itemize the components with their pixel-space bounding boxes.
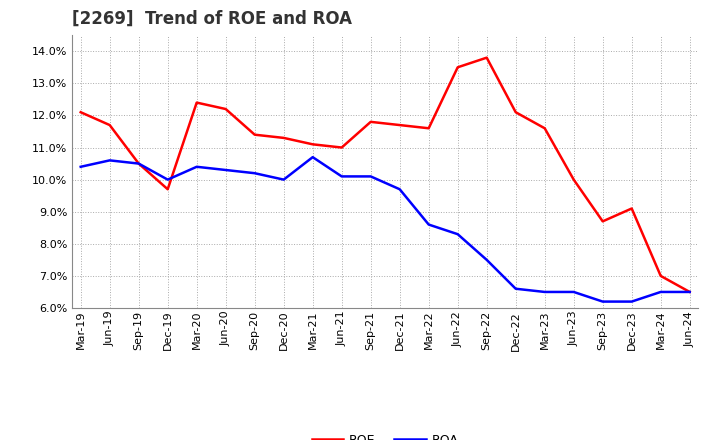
ROE bbox=[454, 65, 462, 70]
ROE bbox=[685, 290, 694, 295]
ROA bbox=[366, 174, 375, 179]
ROA bbox=[685, 290, 694, 295]
ROE bbox=[541, 126, 549, 131]
ROE bbox=[424, 126, 433, 131]
ROE bbox=[511, 110, 520, 115]
Legend: ROE, ROA: ROE, ROA bbox=[307, 429, 464, 440]
ROA bbox=[105, 158, 114, 163]
ROE bbox=[163, 187, 172, 192]
ROE bbox=[338, 145, 346, 150]
ROE bbox=[482, 55, 491, 60]
ROA bbox=[279, 177, 288, 182]
ROA bbox=[482, 257, 491, 263]
ROE bbox=[366, 119, 375, 125]
ROE bbox=[279, 135, 288, 140]
ROE bbox=[105, 122, 114, 128]
ROA bbox=[598, 299, 607, 304]
Line: ROE: ROE bbox=[81, 58, 690, 292]
ROA bbox=[541, 290, 549, 295]
ROE bbox=[598, 219, 607, 224]
ROA bbox=[395, 187, 404, 192]
ROE bbox=[308, 142, 317, 147]
ROA bbox=[454, 231, 462, 237]
ROE bbox=[76, 110, 85, 115]
ROE bbox=[627, 206, 636, 211]
ROE bbox=[192, 100, 201, 105]
ROE bbox=[395, 122, 404, 128]
ROA bbox=[657, 290, 665, 295]
Line: ROA: ROA bbox=[81, 157, 690, 301]
ROA bbox=[338, 174, 346, 179]
ROE bbox=[657, 273, 665, 279]
ROE bbox=[570, 177, 578, 182]
ROE bbox=[221, 106, 230, 112]
ROA bbox=[308, 154, 317, 160]
ROA bbox=[163, 177, 172, 182]
ROA bbox=[192, 164, 201, 169]
ROE bbox=[251, 132, 259, 137]
ROA bbox=[627, 299, 636, 304]
ROA bbox=[424, 222, 433, 227]
ROA bbox=[251, 171, 259, 176]
ROA bbox=[511, 286, 520, 291]
ROA bbox=[570, 290, 578, 295]
ROA bbox=[76, 164, 85, 169]
ROA bbox=[221, 167, 230, 172]
Text: [2269]  Trend of ROE and ROA: [2269] Trend of ROE and ROA bbox=[72, 10, 352, 28]
ROE bbox=[135, 161, 143, 166]
ROA bbox=[135, 161, 143, 166]
